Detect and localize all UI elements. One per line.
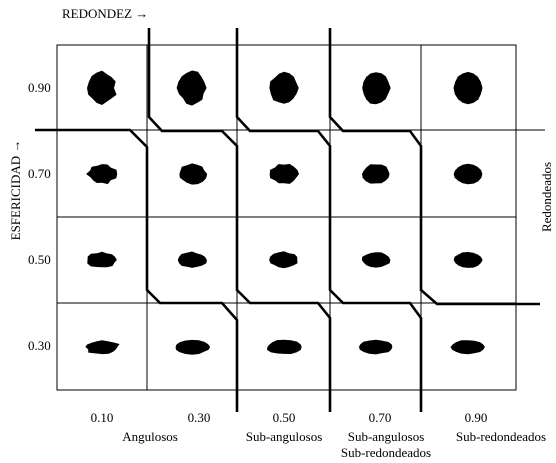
particle: [358, 339, 393, 355]
particle: [361, 252, 391, 268]
class-label: Angulosos: [122, 429, 178, 444]
y-axis-title: ESFERICIDAD →: [8, 140, 23, 241]
particle: [175, 339, 211, 355]
boundary-line: [35, 128, 239, 412]
y-label: 0.70: [28, 166, 51, 181]
particle: [269, 251, 298, 269]
x-label: 0.10: [91, 410, 114, 425]
particle: [176, 70, 207, 106]
class-label: Sub-redondeados: [341, 445, 431, 460]
particle: [177, 251, 207, 268]
particle: [86, 164, 118, 185]
x-label: 0.30: [188, 410, 211, 425]
boundary-line: [328, 28, 540, 306]
class-label: Sub-angulosos: [348, 429, 425, 444]
x-label: 0.70: [369, 410, 392, 425]
x-axis-title: REDONDEZ →: [62, 6, 148, 21]
particle: [453, 252, 483, 268]
y-label: 0.50: [28, 252, 51, 267]
x-label: 0.50: [273, 410, 296, 425]
side-label: Redondeados: [539, 162, 554, 232]
y-label: 0.30: [28, 338, 51, 353]
class-label: Sub-angulosos: [246, 429, 323, 444]
particle: [453, 71, 483, 105]
particle: [362, 164, 390, 184]
particle: [87, 251, 117, 268]
particle: [269, 164, 299, 184]
class-label: Sub-redondeados: [456, 429, 546, 444]
boundary-line: [147, 28, 332, 412]
particle: [179, 163, 208, 185]
boundary-line: [235, 28, 423, 412]
particle: [85, 340, 120, 355]
y-label: 0.90: [28, 80, 51, 95]
particle: [269, 71, 299, 104]
x-label: 0.90: [465, 410, 488, 425]
particle: [450, 340, 485, 355]
particles: [85, 70, 485, 355]
particle: [267, 339, 302, 354]
particle: [87, 70, 117, 105]
particle: [453, 163, 483, 185]
boundaries: [35, 28, 540, 412]
particle: [362, 72, 391, 105]
